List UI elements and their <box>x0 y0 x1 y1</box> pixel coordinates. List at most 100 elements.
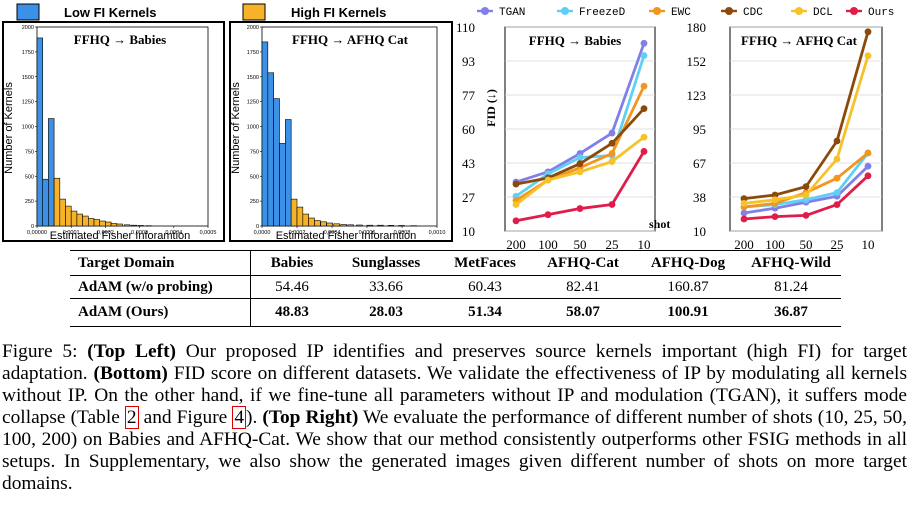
y-tick-label: 110 <box>456 20 475 35</box>
table-header-cell: Sunglasses <box>333 250 439 276</box>
histogram-bar <box>333 223 340 227</box>
legend-dot-marker <box>653 7 661 15</box>
y-tick-label: 1750 <box>22 50 34 56</box>
x-tick-label: 50 <box>574 237 587 250</box>
histogram-bar <box>356 224 363 227</box>
legend-high-swatch <box>242 3 266 21</box>
series-point <box>864 28 872 36</box>
table-header-cell: Babies <box>250 250 333 276</box>
legend-dot-marker <box>795 7 803 15</box>
x-tick-label: 25 <box>606 237 619 250</box>
histogram-babies: FFHQ → Babies Number of Kernels Estimate… <box>2 21 225 242</box>
histogram-bar <box>290 198 298 227</box>
series-point <box>833 189 841 197</box>
y-tick-label: 750 <box>250 149 259 155</box>
table-row-label: AdAM (w/o probing) <box>70 275 251 299</box>
histogram-bar <box>261 41 269 227</box>
y-tick-label: 2000 <box>22 25 34 31</box>
series-point <box>833 155 841 163</box>
x-tick-label: 0,0004 <box>324 230 341 236</box>
histogram-bar <box>76 213 83 227</box>
line-chart-babies: FFHQ → Babies FID (↓) shot 10 27 43 60 77 93 1… <box>456 20 670 250</box>
series-point <box>640 148 648 155</box>
y-tick-label: 1250 <box>247 100 259 106</box>
caption-text: ). <box>246 407 263 428</box>
legend-label: FreezeD <box>579 7 626 19</box>
series-point <box>512 180 520 188</box>
table-header-row: Target Domain Babies Sunglasses MetFaces… <box>70 250 841 276</box>
table-header-cell: MetFaces <box>439 250 531 276</box>
y-tick-label: 1000 <box>22 125 34 131</box>
histogram-bar <box>366 224 374 227</box>
y-tick-label: 750 <box>25 149 34 155</box>
histogram-bar <box>326 222 333 227</box>
series-point <box>833 174 841 182</box>
x-tick-label: 25 <box>831 237 844 250</box>
legend-low-label: Low FI Kernels <box>64 5 156 20</box>
y-tick-label: 250 <box>250 199 259 205</box>
histogram-bar <box>82 215 89 227</box>
shot-axis-label: shot <box>649 217 670 231</box>
figure-reference-link[interactable]: 4 <box>232 406 247 429</box>
x-tick-label: 200 <box>506 237 526 250</box>
y-tick-label: 43 <box>462 156 475 171</box>
y-tick-label: 67 <box>693 156 707 171</box>
table-header-cell: Target Domain <box>70 250 251 276</box>
series-point <box>640 105 648 112</box>
y-tick-label: 500 <box>250 174 259 180</box>
series-point <box>740 200 748 207</box>
histogram-bar <box>285 119 292 227</box>
line-chart-afhq-cat: FFHQ → AFHQ Cat 10 38 67 95 123 152 180 200 100 5… <box>687 20 883 250</box>
legend-high-label: High FI Kernels <box>291 5 386 20</box>
x-tick-label: 50 <box>800 237 813 250</box>
histogram-bar <box>53 177 61 227</box>
series-point <box>544 176 552 184</box>
results-table: Target Domain Babies Sunglasses MetFaces… <box>70 250 841 327</box>
y-tick-label: 27 <box>462 190 476 205</box>
series-line <box>743 55 870 205</box>
series-point <box>864 149 872 157</box>
series-point <box>608 139 616 147</box>
series-point <box>640 52 648 59</box>
histogram-bar <box>320 221 327 227</box>
y-tick-label: 2000 <box>247 25 259 31</box>
table-cell: 33.66 <box>369 278 403 295</box>
histogram-title: FFHQ → Babies <box>74 32 166 47</box>
table-cell: 28.03 <box>333 298 439 327</box>
table-cell: 54.46 <box>275 278 309 295</box>
legend-label: TGAN <box>499 7 525 19</box>
histogram-bar <box>123 224 131 227</box>
table-cell: 60.43 <box>468 278 502 295</box>
histogram-bar <box>387 225 395 227</box>
caption-text: We evaluate the performance of different… <box>2 407 907 494</box>
x-tick-label: 0,0000 <box>254 230 271 236</box>
y-tick-label: 10 <box>462 224 475 239</box>
y-tick-label: 152 <box>687 54 707 69</box>
y-tick-label: 180 <box>687 20 707 35</box>
table-row: AdAM (Ours) 48.83 28.03 51.34 58.07 100.… <box>70 298 841 327</box>
histogram-bar <box>36 37 44 227</box>
histogram-bar <box>314 220 321 227</box>
x-tick-label: 0,0004 <box>165 230 182 236</box>
series-point <box>802 191 810 199</box>
table-cell: 82.41 <box>566 278 600 295</box>
x-tick-label: 0,00000 <box>27 230 47 236</box>
series-point <box>740 215 748 223</box>
x-tick-label: 0,0006 <box>359 230 376 236</box>
y-tick-label: 95 <box>693 122 706 137</box>
series-point <box>512 201 520 208</box>
table-reference-link[interactable]: 2 <box>124 406 139 429</box>
legend-dot-marker <box>481 7 489 15</box>
histogram-bar <box>377 224 384 227</box>
table-cell: 48.83 <box>250 298 333 327</box>
series-point <box>512 217 520 225</box>
table-header-cell: AFHQ-Dog <box>635 250 741 276</box>
y-tick-label: 1750 <box>247 50 259 56</box>
series-point <box>640 39 648 47</box>
histogram-bar <box>267 72 274 227</box>
series-point <box>576 168 584 176</box>
y-tick-label: 1500 <box>22 75 34 81</box>
histogram-bar <box>273 98 280 227</box>
histogram-bar <box>110 223 118 227</box>
series-point <box>608 150 616 157</box>
